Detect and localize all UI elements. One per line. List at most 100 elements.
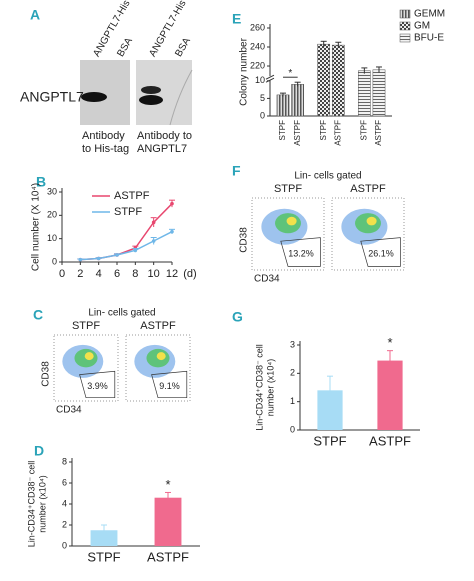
y-tick-label: 2 [290,368,295,378]
y-tick-label: 0 [52,256,57,266]
bar [372,69,386,117]
blot-caption: Antibody to [137,130,192,142]
y-tick-label: 0 [260,110,265,120]
y-tick-label: 0 [62,540,67,550]
y-tick-label: 0 [290,424,295,434]
cell-cloud [366,216,377,226]
gate-percent: 9.1% [159,381,180,391]
y-tick-label: 8 [62,456,67,466]
x-tick-label: 4 [96,268,102,280]
plot-frame [331,197,405,271]
lane-label: BSA [173,36,193,59]
y-tick-label: 4 [62,498,67,508]
x-tick-label: STPF [87,549,120,564]
x-tick-label: STPF [359,120,368,141]
bar [291,84,305,117]
x-tick-label: 12 [166,268,178,280]
protein-label: ANGPTL7 [20,89,84,105]
axis-label: CD34 [56,405,82,416]
point [151,220,156,225]
sample-label: STPF [72,320,100,332]
point [78,257,83,262]
blot-caption: Antibody [82,130,125,142]
bar [331,44,345,117]
x-tick-label: 10 [148,268,160,280]
axis-break [265,77,275,83]
axis-label: CD38 [239,227,250,253]
bar [276,94,290,117]
axis-break [265,74,275,80]
y-tick-label: 2 [62,519,67,529]
x-tick-label: ASTPF [293,120,302,146]
gate-percent: 13.2% [288,249,314,259]
y-axis-label: Colony number [239,37,250,105]
x-tick-label: ASTPF [374,120,383,146]
x-tick-label: 0 [59,268,65,280]
y-tick-label: 260 [250,22,265,32]
cell-cloud [84,352,94,361]
legend-label: GEMM [414,9,445,20]
axis-label: CD38 [41,361,52,387]
y-axis-label: Cell number (X 10⁴) [31,183,42,271]
y-axis-label: number (x10⁴) [265,359,275,416]
bar [357,70,371,117]
gate [151,370,188,399]
point [133,248,138,253]
panel-letter: D [34,443,44,459]
x-tick-label: ASTPF [333,120,342,146]
point [151,239,156,243]
y-tick-label: 10 [47,233,57,243]
bar [154,497,182,546]
point [170,229,174,234]
panel-letter: G [232,309,243,325]
x-axis-label: (d) [183,268,196,280]
x-tick-label: STPF [319,120,328,141]
sample-label: ASTPF [140,320,176,332]
y-tick-label: 20 [47,210,57,220]
x-tick-label: STPF [278,120,287,141]
blot-band [141,86,161,94]
panel-letter: A [30,7,40,23]
x-tick-label: 6 [114,268,120,280]
x-tick-label: ASTPF [147,549,189,564]
point [115,253,119,257]
gate [360,237,401,267]
y-tick-label: 6 [62,477,67,487]
panel-letter: C [33,307,43,323]
legend-swatch [399,21,411,31]
point [96,256,101,261]
legend-label: BFU-E [414,33,444,44]
sample-label: ASTPF [350,183,386,195]
flow-title: Lin- cells gated [88,308,155,319]
cell-cloud [286,216,297,226]
axis-break [266,76,274,81]
gate [79,370,116,399]
bar [90,530,118,546]
legend-label: ASTPF [114,190,150,202]
blot-caption: to His-tag [82,143,129,155]
y-tick-label: 220 [250,60,265,70]
legend-label: STPF [114,206,142,218]
legend-label: GM [414,21,430,32]
legend-swatch [399,33,411,43]
gate [280,237,321,267]
lane-label: BSA [115,36,135,59]
y-axis-label: Lin-CD34⁺CD38⁻ cell [26,461,36,548]
blot-crease [169,69,193,126]
blot-membrane [80,60,130,125]
y-tick-label: 1 [290,396,295,406]
plot-frame [251,197,325,271]
gate-percent: 26.1% [368,249,394,259]
y-axis-label: number (x10⁴) [37,475,47,532]
y-tick-label: 5 [260,93,265,103]
x-tick-label: 8 [132,268,138,280]
panel-letter: E [232,11,241,27]
flow-title: Lin- cells gated [294,171,361,182]
panel-letter: B [36,174,46,190]
legend-swatch [399,9,411,19]
significance-mark: * [387,335,392,350]
series-line [80,230,173,261]
sample-label: STPF [274,183,302,195]
significance-mark: * [165,477,170,492]
